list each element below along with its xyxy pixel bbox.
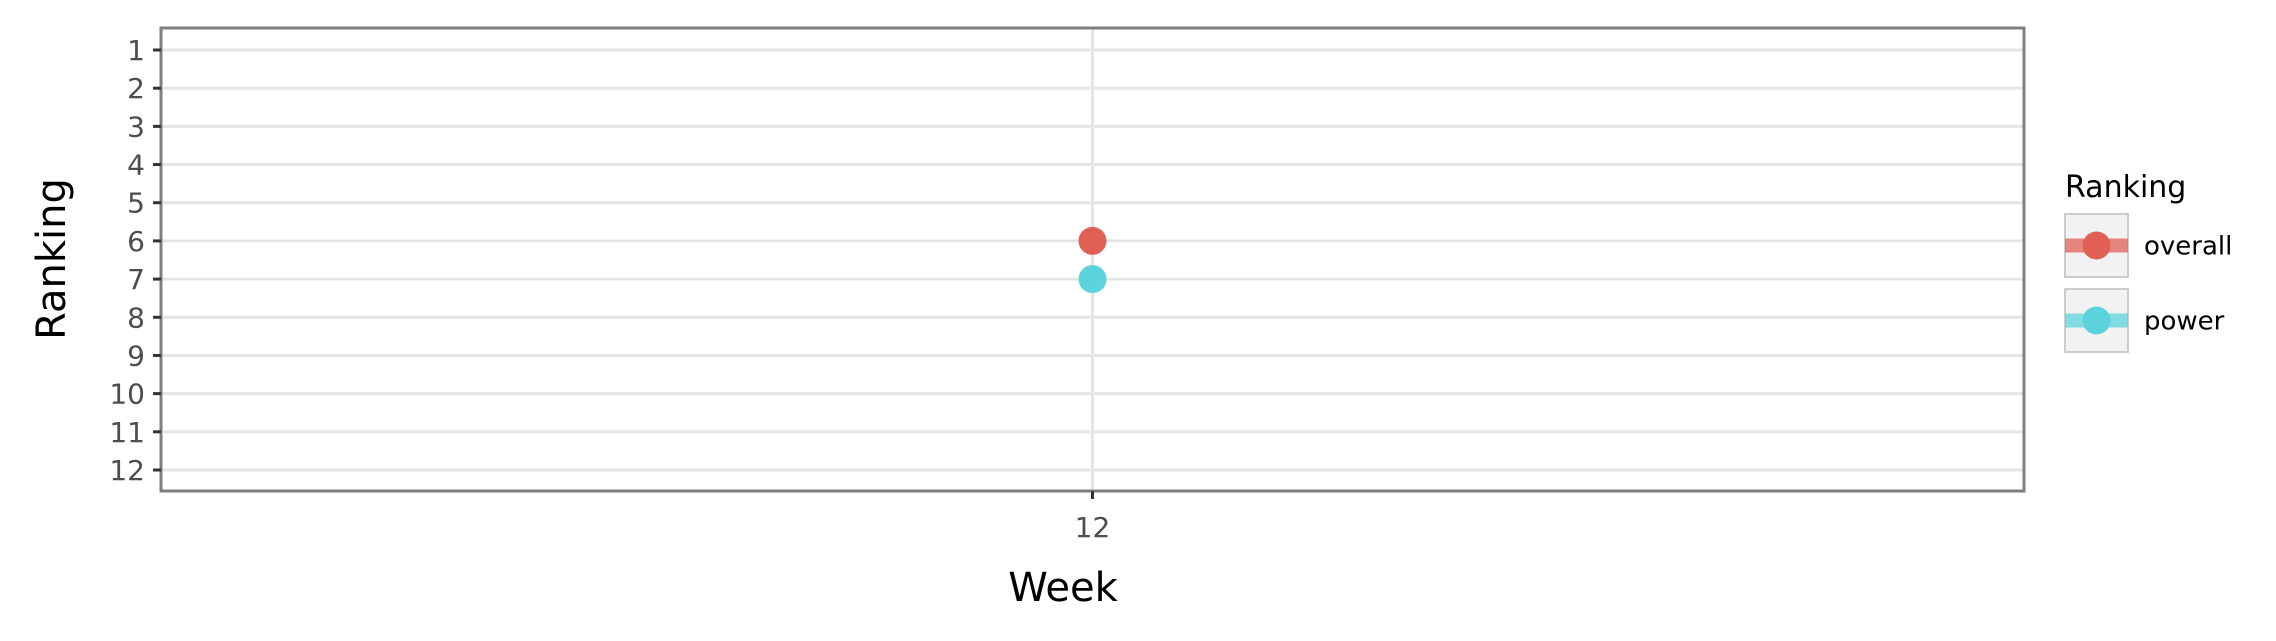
y-tick-label: 3 — [127, 110, 145, 143]
legend-key-point — [2082, 231, 2111, 260]
x-axis: 12 — [1075, 491, 1111, 544]
y-tick-label: 8 — [127, 301, 145, 334]
data-points — [1078, 226, 1107, 294]
y-tick-label: 9 — [127, 339, 145, 372]
y-tick-label: 7 — [127, 263, 145, 296]
y-axis-title: Ranking — [29, 178, 75, 340]
y-tick-label: 12 — [109, 454, 145, 487]
y-tick-label: 11 — [109, 416, 145, 449]
y-tick-label: 1 — [127, 34, 145, 67]
y-tick-label: 4 — [127, 149, 145, 182]
y-tick-label: 10 — [109, 378, 145, 411]
legend-title: Ranking — [2065, 170, 2186, 205]
y-tick-label: 2 — [127, 72, 145, 105]
data-point-power — [1078, 265, 1107, 294]
y-tick-label: 6 — [127, 225, 145, 258]
legend: Ranking overall power — [2064, 170, 2232, 353]
legend-item-overall: overall — [2064, 213, 2232, 278]
legend-key-point — [2082, 306, 2111, 335]
legend-items: overall power — [2064, 213, 2232, 353]
x-tick-label: 12 — [1075, 511, 1111, 544]
x-axis-title: Week — [1008, 565, 1118, 611]
y-tick-label: 5 — [127, 187, 145, 220]
legend-item-power: power — [2064, 288, 2225, 353]
legend-label: power — [2144, 307, 2225, 337]
legend-label: overall — [2144, 232, 2232, 262]
data-point-overall — [1078, 226, 1107, 255]
